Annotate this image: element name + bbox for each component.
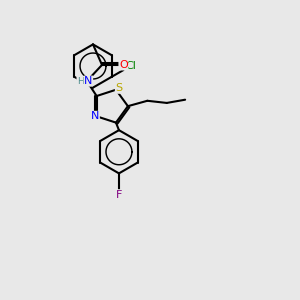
Text: S: S xyxy=(116,83,122,93)
Text: O: O xyxy=(119,60,128,70)
Text: F: F xyxy=(116,190,122,200)
Text: N: N xyxy=(84,76,93,86)
Text: H: H xyxy=(77,76,84,85)
Text: Cl: Cl xyxy=(125,61,136,71)
Text: N: N xyxy=(91,111,99,121)
